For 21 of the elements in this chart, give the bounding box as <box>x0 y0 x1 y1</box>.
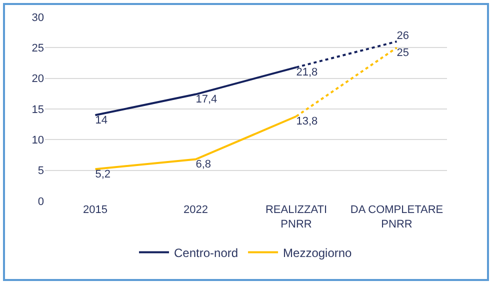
y-tick-label: 15 <box>32 104 44 116</box>
y-tick-label: 25 <box>32 42 44 55</box>
data-label: 21,8 <box>296 66 318 79</box>
legend-label: Mezzogiorno <box>283 246 352 260</box>
y-tick-label: 10 <box>32 134 44 147</box>
data-label: 26 <box>396 30 409 42</box>
x-tick-label: DA COMPLETARE PNRR <box>350 204 444 230</box>
x-tick-label: 2015 <box>83 204 108 216</box>
data-label: 17,4 <box>196 94 218 106</box>
data-label: 6,8 <box>196 158 212 171</box>
data-label: 14 <box>95 114 108 126</box>
y-tick-label: 5 <box>38 165 44 178</box>
y-tick-label: 20 <box>32 73 44 86</box>
y-tick-label: 0 <box>38 196 44 208</box>
data-label: 5,2 <box>95 168 111 180</box>
legend-label: Centro-nord <box>174 246 238 260</box>
x-tick-label: REALIZZATI PNRR <box>265 204 328 230</box>
data-label: 13,8 <box>296 116 318 128</box>
y-tick-label: 30 <box>32 12 44 24</box>
x-tick-label: 2022 <box>184 204 208 216</box>
data-label: 25 <box>396 46 409 59</box>
